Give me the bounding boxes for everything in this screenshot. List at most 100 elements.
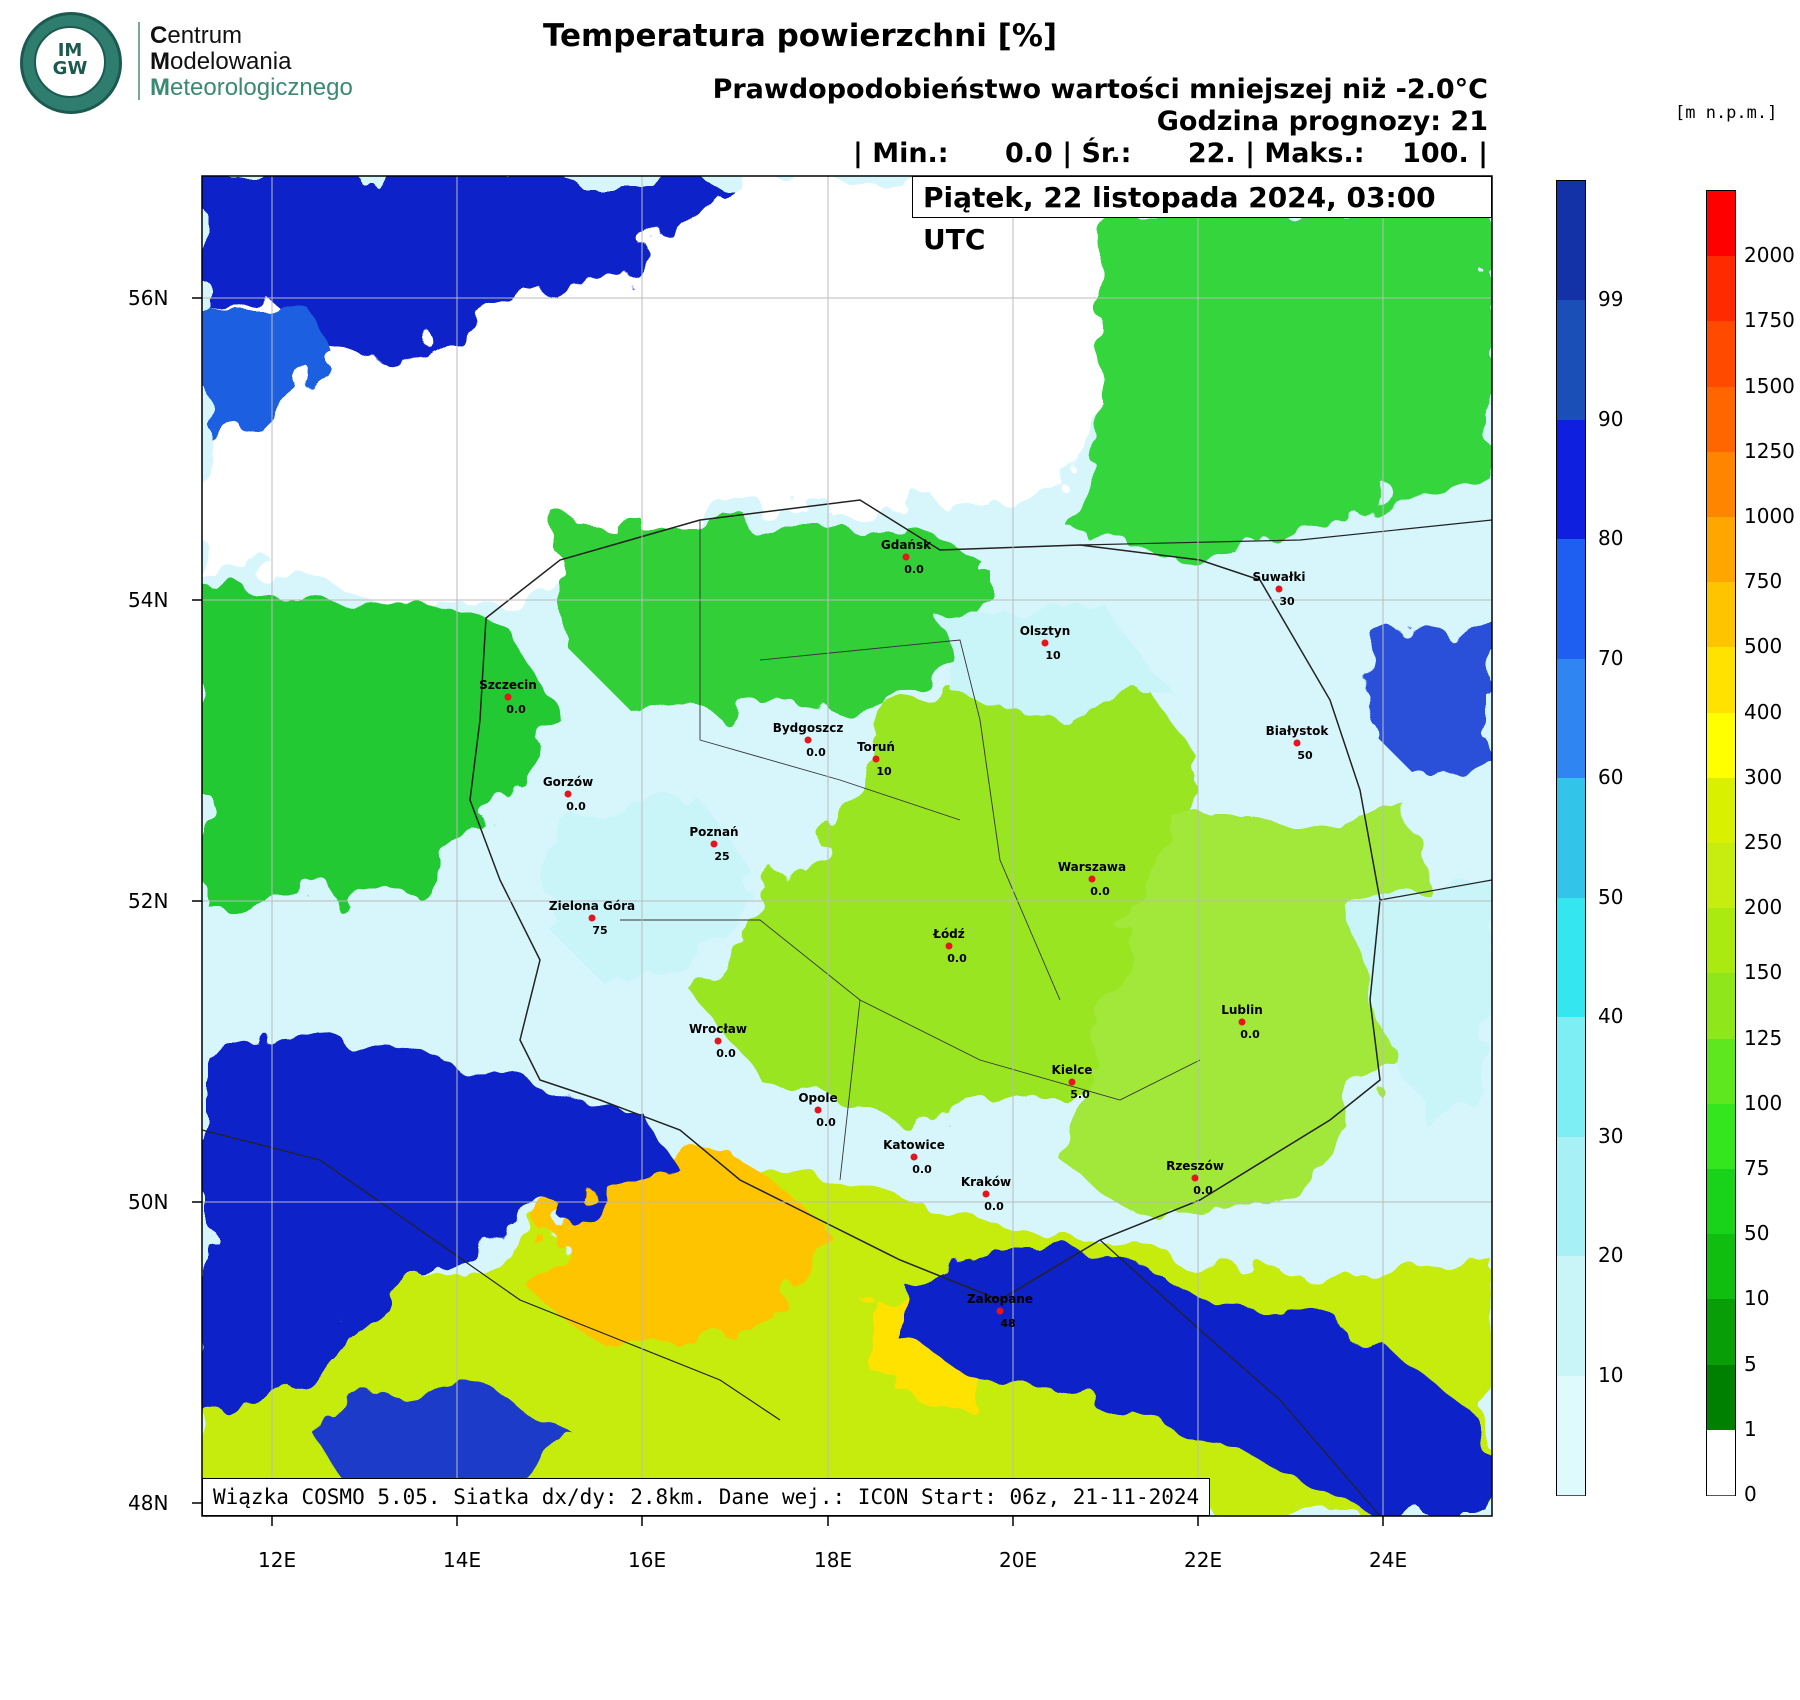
colorbar-segment	[1707, 517, 1735, 584]
colorbar-segment	[1707, 843, 1735, 910]
city-name: Zielona Góra	[549, 899, 635, 913]
city-marker	[982, 1190, 990, 1198]
scandinavia-area	[202, 176, 720, 360]
city-name: Suwałki	[1253, 570, 1306, 584]
colorbar-segment	[1707, 386, 1735, 454]
colorbar-tick-label: 50	[1744, 1221, 1770, 1246]
city-name: Kraków	[961, 1175, 1011, 1189]
city-marker	[1191, 1174, 1199, 1182]
colorbar-tick-label: 500	[1744, 634, 1783, 659]
colorbar-segment	[1707, 1364, 1735, 1432]
elevation-units-label: [m n.p.m.]	[1675, 103, 1778, 123]
city-value: 0.0	[506, 703, 526, 716]
city-value: 0.0	[912, 1163, 932, 1176]
lon-tick-18e: 18E	[814, 1548, 853, 1572]
colorbar-tick-label: 50	[1598, 884, 1624, 909]
colorbar-tick-label: 5	[1744, 1351, 1757, 1376]
colorbar-segment	[1707, 191, 1735, 258]
city-name: Zakopane	[967, 1292, 1033, 1306]
colorbar-tick-label: 200	[1744, 895, 1783, 920]
org-name-line2: Modelowania	[150, 48, 292, 75]
elevation-colorbar	[1706, 190, 1736, 1497]
colorbar-tick-label: 10	[1744, 1286, 1770, 1311]
subtitle-stats: | Min.: 0.0 | Śr.: 22. | Maks.: 100. |	[852, 138, 1488, 169]
colorbar-segment	[1707, 582, 1735, 649]
lat-tick-52n: 52N	[128, 889, 169, 913]
colorbar-tick-label: 70	[1598, 645, 1624, 670]
lon-tick-16e: 16E	[628, 1548, 667, 1572]
colorbar-segment	[1707, 256, 1735, 323]
city-marker	[1293, 739, 1301, 747]
colorbar-tick-label: 10	[1598, 1362, 1624, 1387]
city-value: 30	[1279, 595, 1295, 608]
colorbar-tick-label: 1000	[1744, 504, 1795, 528]
model-info-footer: Wiązka COSMO 5.05. Siatka dx/dy: 2.8km. …	[202, 1478, 1211, 1516]
map-title: Temperatura powierzchni [%]	[542, 18, 1058, 54]
city-marker	[996, 1307, 1004, 1315]
colorbar-tick-label: 30	[1598, 1123, 1624, 1148]
colorbar-segment	[1707, 1169, 1735, 1236]
city-name: Białystok	[1266, 724, 1330, 738]
logo-divider	[138, 22, 140, 100]
colorbar-segment	[1557, 419, 1585, 541]
colorbar-segment	[1557, 658, 1585, 780]
colorbar-segment	[1557, 897, 1585, 1019]
colorbar-segment	[1557, 1256, 1585, 1378]
city-value: 75	[592, 924, 607, 937]
city-name: Kielce	[1052, 1063, 1093, 1077]
city-value: 0.0	[1090, 885, 1110, 898]
colorbar-segment	[1557, 1017, 1585, 1139]
city-name: Łódź	[932, 927, 965, 941]
city-name: Lublin	[1221, 1003, 1263, 1017]
city-marker	[1041, 639, 1049, 647]
map-frame	[201, 175, 1493, 1517]
colorbar-segment	[1707, 647, 1735, 715]
city-name: Wrocław	[689, 1022, 747, 1036]
city-value: 0.0	[984, 1200, 1004, 1213]
city-name: Warszawa	[1058, 860, 1126, 874]
city-value: 10	[1045, 649, 1061, 662]
colorbar-segment	[1707, 321, 1735, 389]
city-marker	[588, 914, 596, 922]
lat-tick-48n: 48N	[128, 1491, 169, 1515]
colorbar-tick-label: 150	[1744, 960, 1783, 985]
lon-tick-22e: 22E	[1184, 1548, 1223, 1572]
city-name: Katowice	[883, 1138, 945, 1152]
colorbar-tick-label: 750	[1744, 569, 1783, 594]
city-marker	[1238, 1018, 1246, 1026]
poland-border	[469, 499, 1381, 1301]
city-name: Toruń	[857, 740, 895, 754]
city-name: Poznań	[689, 825, 738, 839]
city-value: 0.0	[947, 952, 967, 965]
city-marker	[714, 1037, 722, 1045]
colorbar-tick-label: 20	[1598, 1243, 1624, 1268]
colorbar-segment	[1557, 539, 1585, 661]
colorbar-tick-label: 60	[1598, 765, 1624, 790]
carpathians-blue	[900, 1250, 1492, 1516]
colorbar-tick-label: 40	[1598, 1004, 1624, 1029]
colorbar-segment	[1557, 300, 1585, 422]
city-marker	[564, 790, 572, 798]
city-name: Szczecin	[479, 678, 537, 692]
colorbar-segment	[1707, 777, 1735, 845]
colorbar-tick-label: 1750	[1744, 308, 1795, 333]
colorbar-segment	[1557, 778, 1585, 900]
city-marker	[814, 1106, 822, 1114]
colorbar-tick-label: 1	[1744, 1416, 1757, 1441]
city-markers: Gdańsk 0.0 Suwałki 30 Olsztyn 10 Szczecin 0.0 By…	[479, 538, 1329, 1330]
colorbar-segment	[1557, 181, 1585, 302]
colorbar-segment	[1707, 1429, 1735, 1497]
colorbar-segment	[1557, 1136, 1585, 1258]
colorbar-segment	[1707, 1234, 1735, 1301]
org-name-line1: Centrum	[150, 22, 243, 49]
city-value: 25	[714, 850, 729, 863]
city-marker	[910, 1153, 918, 1161]
colorbar-segment	[1557, 1375, 1585, 1497]
sudety-blue	[202, 1040, 680, 1410]
lat-tick-56n: 56N	[128, 286, 169, 310]
city-value: 0.0	[806, 746, 826, 759]
colorbar-tick-label: 100	[1744, 1090, 1783, 1115]
org-name-line3: Meteorologicznego	[150, 74, 353, 101]
imgw-logo-inner	[34, 26, 106, 98]
